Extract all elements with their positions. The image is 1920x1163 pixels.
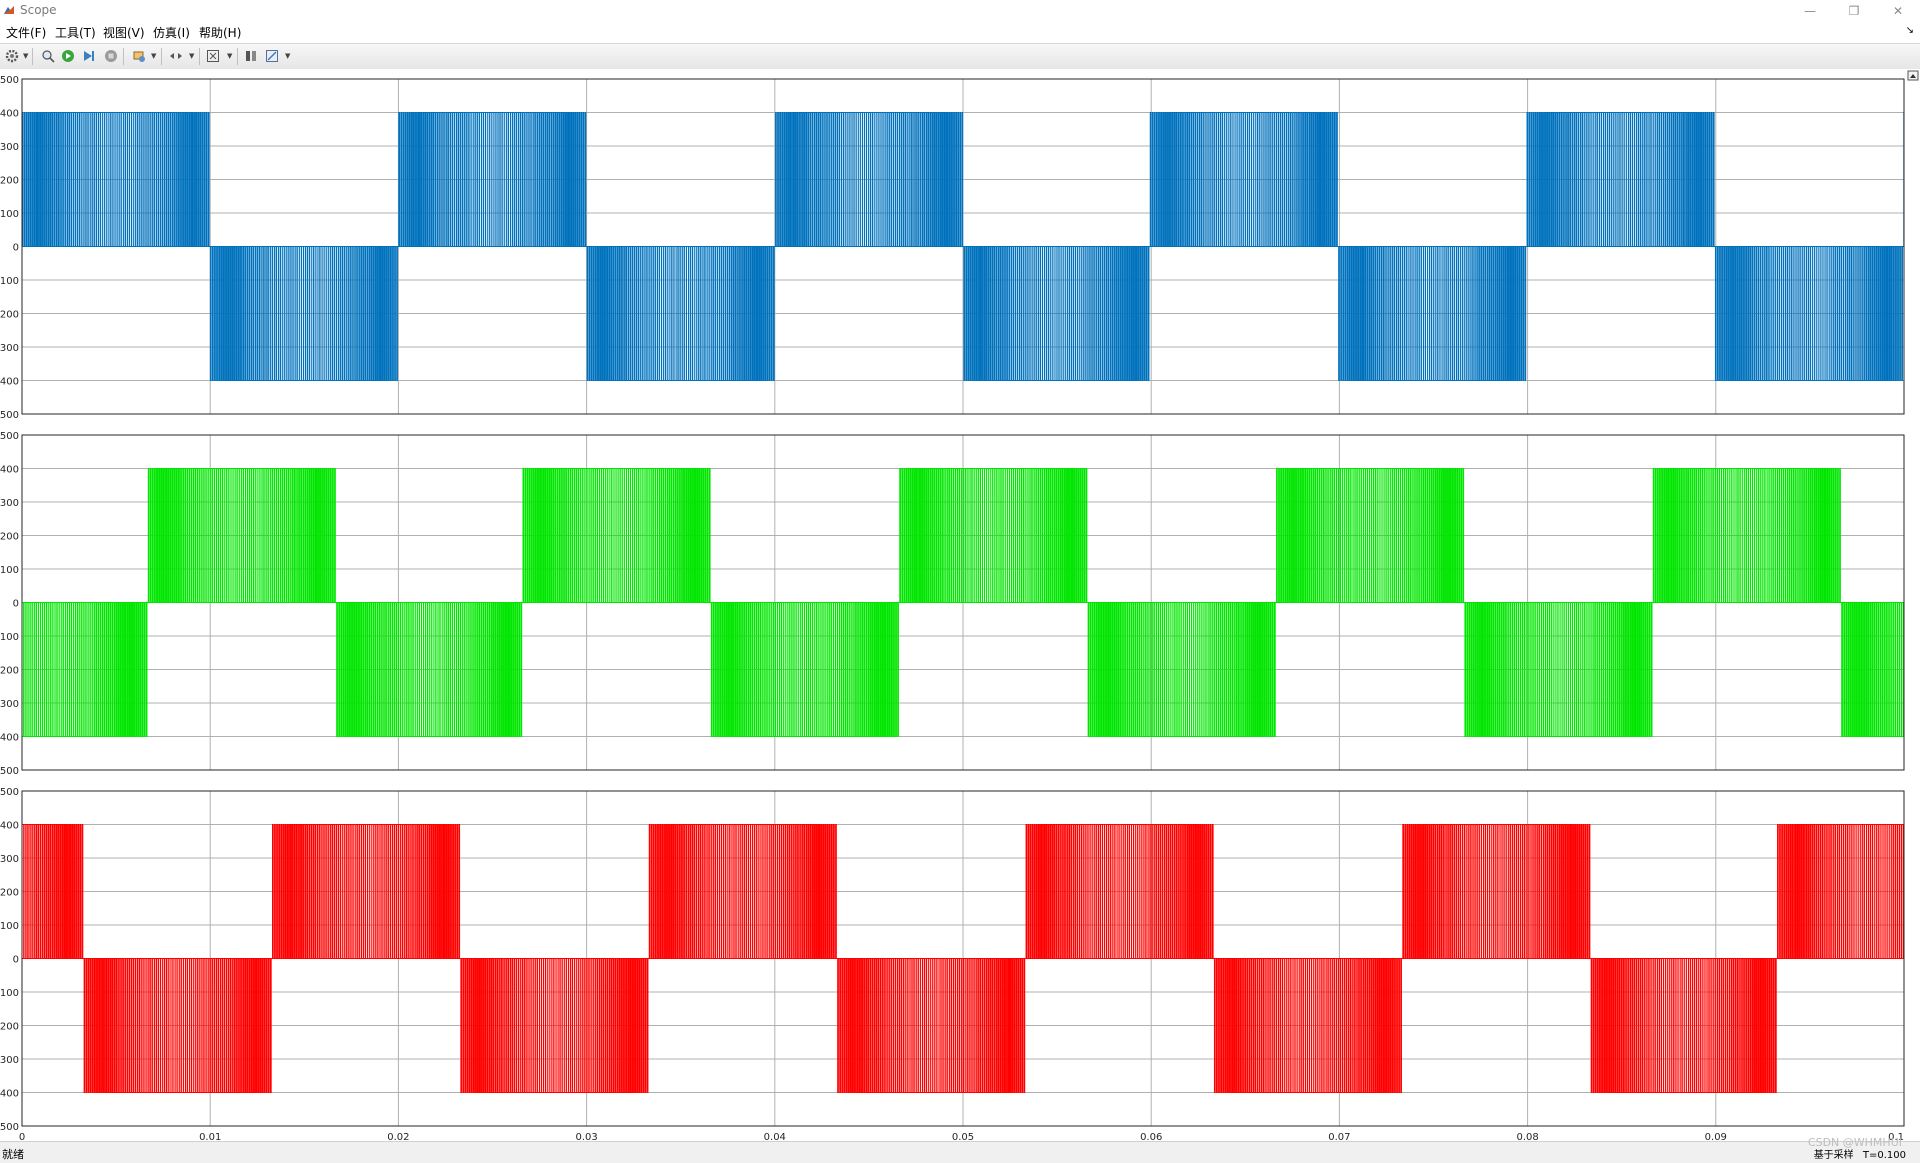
highlight-dropdown-icon[interactable]: ▼ (151, 52, 157, 60)
y-tick-label: -500 (0, 766, 19, 777)
x-tick-label: 0.1 (1888, 1132, 1904, 1141)
zoom-in-icon[interactable] (40, 48, 56, 64)
y-tick-label: 500 (0, 431, 19, 442)
y-tick-label: -200 (0, 310, 19, 321)
restore-icon: ❐ (1848, 3, 1860, 18)
menu-simulation[interactable]: 仿真(I) (153, 26, 190, 40)
axes-frame (21, 790, 1905, 1127)
y-tick-label: -100 (0, 632, 19, 643)
y-tick-label: 400 (0, 109, 19, 120)
scope-axes-1: 500 400 300 200 100 0 -100 -200 -300 -400 -500 (0, 75, 1905, 421)
status-text: 就绪 (2, 1148, 24, 1161)
y-tick-label: 400 (0, 465, 19, 476)
menu-view[interactable]: 视图(V) (103, 26, 145, 40)
matlab-app-icon (4, 6, 14, 14)
x-tick-label: 0.09 (1705, 1132, 1727, 1141)
y-tick-label: 300 (0, 142, 19, 153)
y-tick-label: 500 (0, 787, 19, 798)
y-tick-label: 100 (0, 921, 19, 932)
toolbar: ▼ ▼ ▼ ▼ ▼ (0, 43, 1920, 70)
undock-arrow-icon (1910, 74, 1916, 78)
autoscale-dropdown-icon[interactable]: ▼ (227, 52, 233, 60)
scope-plots: 500 400 300 200 100 0 -100 -200 -300 -400 -500 500 4… (0, 70, 1919, 1143)
settings-dropdown-icon[interactable]: ▼ (23, 52, 29, 60)
scope-plot-area: 500 400 300 200 100 0 -100 -200 -300 -400 -500 500 4… (0, 69, 1920, 1143)
highlight-icon[interactable] (131, 48, 147, 64)
title-bar: Scope — ❐ ✕ (0, 0, 1920, 21)
x-tick-label: 0.04 (764, 1132, 786, 1141)
x-tick-label: 0.01 (199, 1132, 221, 1141)
y-tick-label: -400 (0, 1089, 19, 1100)
step-forward-icon[interactable] (81, 48, 97, 64)
cursor-icon[interactable] (243, 48, 259, 64)
x-tick-label: 0 (19, 1132, 25, 1141)
toolbar-separator (123, 48, 124, 65)
triggers-icon[interactable] (264, 48, 280, 64)
x-tick-label: 0.03 (575, 1132, 597, 1141)
y-tick-label: 100 (0, 209, 19, 220)
y-tick-label: -400 (0, 733, 19, 744)
menu-bar: 文件(F) 工具(T) 视图(V) 仿真(I) 帮助(H) ↘ (0, 21, 1920, 42)
y-tick-label: 0 (13, 243, 19, 254)
x-tick-label: 0.02 (387, 1132, 409, 1141)
y-tick-label: -300 (0, 1055, 19, 1066)
close-button[interactable]: ✕ (1876, 0, 1920, 21)
status-bar: 就绪 基于采样 T=0.100 (0, 1141, 1920, 1163)
y-tick-label: -300 (0, 699, 19, 710)
y-tick-label: 300 (0, 498, 19, 509)
y-tick-label: 300 (0, 854, 19, 865)
x-tick-label: 0.06 (1140, 1132, 1162, 1141)
sample-based-label: 基于采样 (1813, 1150, 1854, 1161)
toolbar-separator (32, 48, 33, 65)
x-tick-label: 0.07 (1328, 1132, 1350, 1141)
run-icon[interactable] (60, 48, 76, 64)
autoscale-icon[interactable] (205, 48, 221, 64)
y-tick-label: 0 (13, 599, 19, 610)
menu-tools[interactable]: 工具(T) (55, 26, 96, 40)
y-tick-label: 200 (0, 888, 19, 899)
time-readout: T=0.100 (1862, 1150, 1906, 1161)
pwm-series-3 (21, 824, 1905, 1093)
y-tick-label: -500 (0, 1122, 19, 1133)
y-tick-label: 100 (0, 565, 19, 576)
y-tick-label: 200 (0, 176, 19, 187)
toolbar-separator (199, 48, 200, 65)
y-tick-label: 0 (13, 955, 19, 966)
axes-frame (21, 78, 1905, 415)
settings-icon[interactable] (4, 48, 20, 64)
y-tick-label: 200 (0, 532, 19, 543)
watermark: CSDN @WHMHUI (1807, 1136, 1902, 1149)
y-tick-label: -200 (0, 1022, 19, 1033)
stop-icon[interactable] (103, 48, 119, 64)
triggers-dropdown-icon[interactable]: ▼ (285, 52, 291, 60)
y-tick-label: 400 (0, 821, 19, 832)
pwm-series-2 (21, 468, 1905, 737)
y-tick-label: -100 (0, 276, 19, 287)
scope-axes-2: 500 400 300 200 100 0 -100 -200 -300 -400 -500 (0, 431, 1905, 777)
y-tick-label: -500 (0, 410, 19, 421)
x-tick-label: 0.08 (1516, 1132, 1538, 1141)
zoom-dropdown-icon[interactable]: ▼ (189, 52, 195, 60)
dock-arrow-icon[interactable]: ↘ (1905, 25, 1914, 36)
close-icon: ✕ (1892, 3, 1904, 18)
minimize-icon: — (1804, 3, 1816, 18)
y-tick-label: -100 (0, 988, 19, 999)
menu-help[interactable]: 帮助(H) (199, 26, 242, 40)
menu-file[interactable]: 文件(F) (6, 26, 47, 40)
scope-axes-3: 5004003002001000-100-200-300-400-50000.0… (0, 787, 1905, 1143)
toolbar-separator (161, 48, 162, 65)
y-tick-label: -200 (0, 666, 19, 677)
zoom-axes-icon[interactable] (168, 48, 184, 64)
minimize-button[interactable]: — (1788, 0, 1832, 21)
x-tick-label: 0.05 (952, 1132, 974, 1141)
restore-button[interactable]: ❐ (1832, 0, 1876, 21)
window-title: Scope (20, 3, 57, 17)
axes-frame (21, 434, 1905, 771)
y-tick-label: -400 (0, 377, 19, 388)
toolbar-separator (237, 48, 238, 65)
y-tick-label: -300 (0, 343, 19, 354)
y-tick-label: 500 (0, 75, 19, 86)
status-right-group: 基于采样 T=0.100 (1808, 1146, 1906, 1161)
